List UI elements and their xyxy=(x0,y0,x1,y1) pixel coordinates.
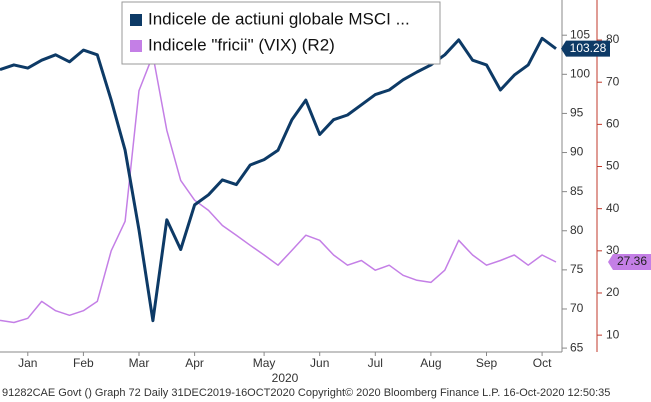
y2-tick-label: 40 xyxy=(606,201,620,215)
y2-tick-label: 20 xyxy=(606,285,620,299)
x-tick-label: Oct xyxy=(533,356,552,370)
y2-tick-label: 10 xyxy=(606,327,620,341)
legend-swatch xyxy=(130,14,142,26)
x-tick-label: Sep xyxy=(476,356,498,370)
y2-tick-label: 70 xyxy=(606,74,620,88)
x-tick-label: Jul xyxy=(368,356,383,370)
y2-tick-label: 50 xyxy=(606,159,620,173)
last-value-label: 27.36 xyxy=(617,254,647,268)
last-value-label: 103.28 xyxy=(570,41,607,55)
x-tick-label: May xyxy=(253,356,276,370)
footer: 91282CAE Govt () Graph 72 Daily 31DEC201… xyxy=(2,387,610,399)
y2-tick-label: 30 xyxy=(606,243,620,257)
last-value-tag xyxy=(561,40,610,57)
y2-tick-label: 60 xyxy=(606,117,620,131)
x-tick-label: Jan xyxy=(18,356,37,370)
series-line xyxy=(0,54,557,324)
legend-label: Indicele "fricii" (VIX) (R2) xyxy=(148,35,335,54)
y-tick-label: 70 xyxy=(570,301,584,315)
x-tick-label: Aug xyxy=(420,356,441,370)
x-tick-label: Mar xyxy=(129,356,150,370)
y-tick-label: 80 xyxy=(570,223,584,237)
y-tick-label: 100 xyxy=(570,66,590,80)
legend-swatch xyxy=(130,40,142,52)
x-tick-label: Apr xyxy=(185,356,204,370)
y-tick-label: 85 xyxy=(570,184,584,198)
y-tick-label: 75 xyxy=(570,262,584,276)
series-line xyxy=(0,36,557,323)
legend-label: Indicele de actiuni globale MSCI ... xyxy=(148,9,410,28)
x-tick-label: Feb xyxy=(73,356,94,370)
y-tick-label: 90 xyxy=(570,145,584,159)
x-axis-label: 2020 xyxy=(272,371,299,385)
x-tick-label: Jun xyxy=(310,356,329,370)
legend-box xyxy=(121,1,441,65)
y-tick-label: 105 xyxy=(570,27,590,41)
last-value-tag xyxy=(608,253,651,270)
y-tick-label: 95 xyxy=(570,106,584,120)
y-tick-label: 65 xyxy=(570,340,584,354)
